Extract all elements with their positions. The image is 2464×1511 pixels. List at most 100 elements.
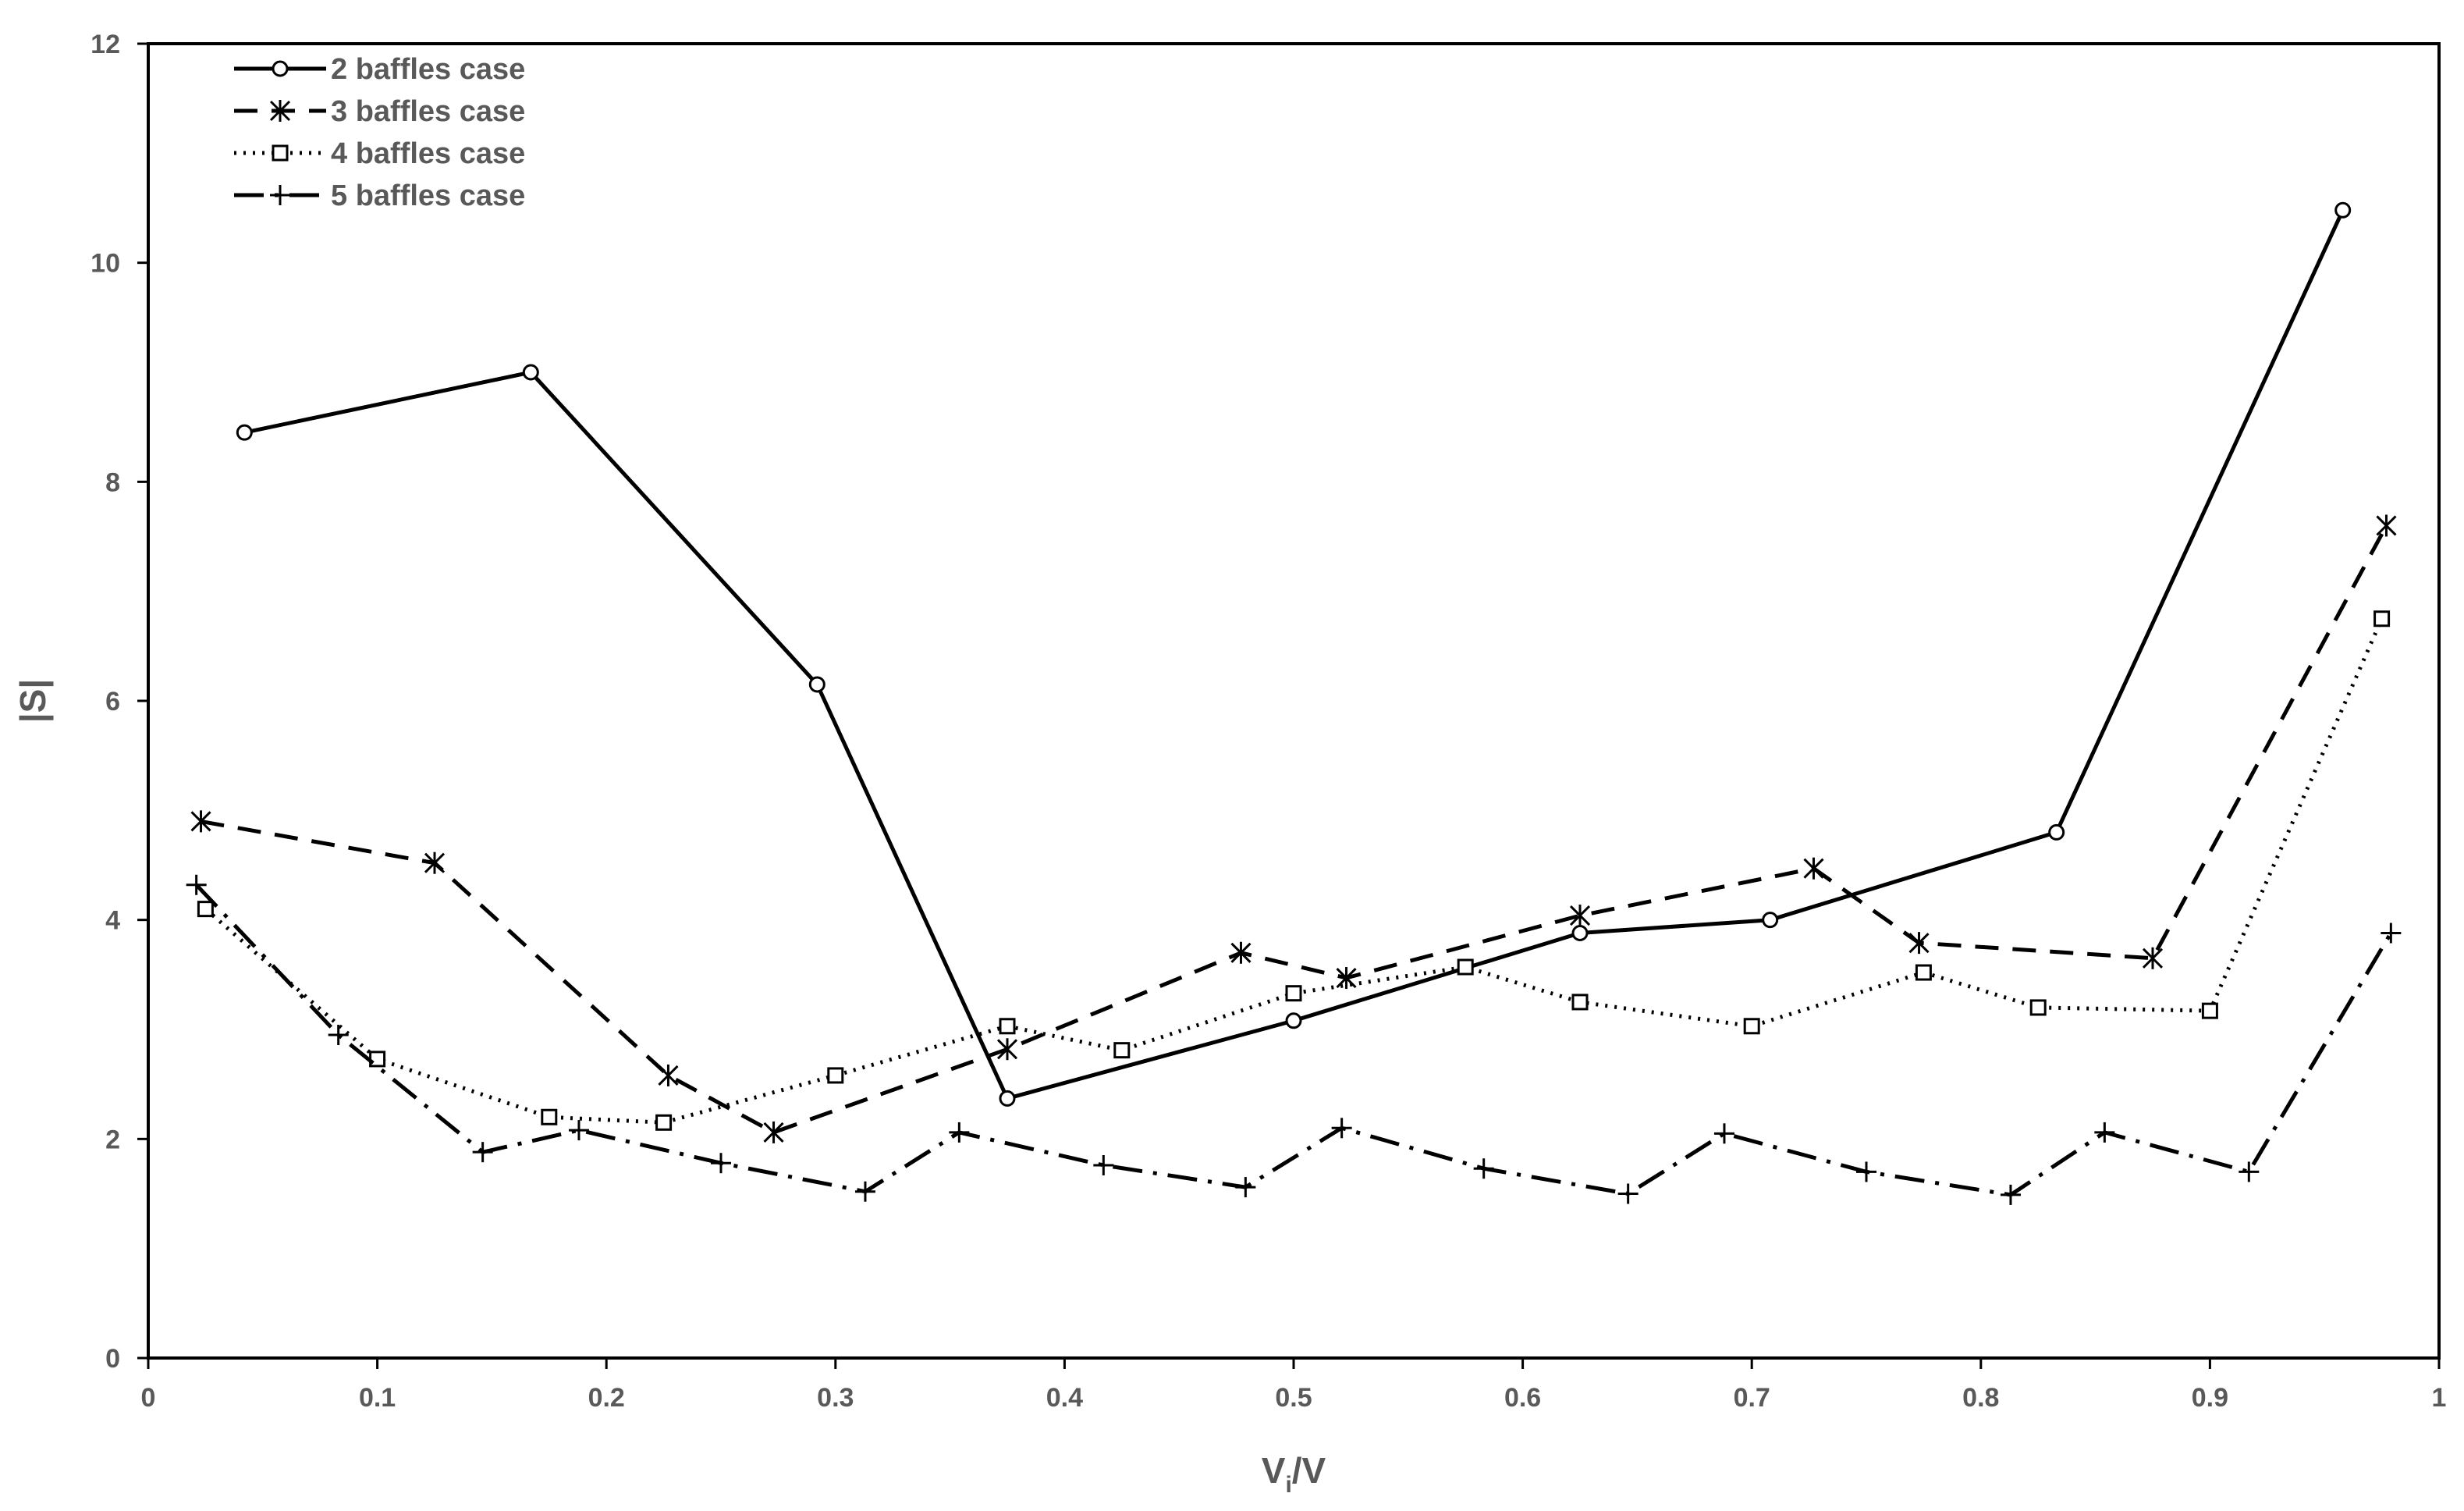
series-line <box>204 617 2384 1125</box>
data-point-square <box>827 1067 844 1084</box>
plot-area-frame <box>147 42 2441 1360</box>
data-point-plus <box>1093 1155 1114 1176</box>
data-point-plus <box>2239 1161 2260 1182</box>
data-point-square <box>999 1018 1016 1035</box>
x-tick-label: 0.3 <box>817 1383 854 1413</box>
data-point-square <box>1743 1018 1760 1035</box>
data-point-square <box>2373 610 2391 628</box>
data-point-asterisk <box>658 1064 679 1086</box>
data-point-plus <box>1473 1158 1494 1179</box>
data-point-circle <box>999 1090 1016 1107</box>
data-point-square <box>541 1108 558 1125</box>
data-point-plus <box>711 1153 731 1174</box>
x-axis-title-main: V <box>1262 1450 1286 1491</box>
data-point-plus <box>1331 1118 1352 1139</box>
x-axis-title-suffix: /V <box>1292 1450 1326 1491</box>
series-line <box>194 883 2393 1197</box>
y-tick-label: 12 <box>91 30 120 59</box>
data-point-square <box>2029 999 2047 1016</box>
data-point-plus <box>186 874 207 895</box>
legend-label: 4 baffles case <box>331 137 525 170</box>
x-tick-label: 0.5 <box>1275 1383 1312 1413</box>
x-tick-label: 0.4 <box>1046 1383 1083 1413</box>
data-point-square <box>1915 964 1932 981</box>
data-point-square <box>655 1114 673 1131</box>
legend: 2 baffles case 3 baffles case 4 baffles ca… <box>234 53 525 212</box>
data-point-plus <box>1856 1161 1876 1182</box>
data-point-asterisk <box>424 851 446 874</box>
data-point-plus <box>1235 1177 1256 1198</box>
data-point-asterisk <box>1569 905 1591 927</box>
legend-label: 2 baffles case <box>331 53 525 86</box>
legend-marker-asterisk <box>269 100 291 122</box>
data-point-plus <box>568 1120 589 1141</box>
x-tick-label: 0 <box>141 1383 156 1413</box>
data-point-plus <box>854 1181 875 1202</box>
data-point-circle <box>1285 1012 1302 1029</box>
series-4-baffles <box>197 610 2391 1131</box>
legend-marker-plus <box>270 185 290 205</box>
series-line <box>243 209 2345 1100</box>
data-point-plus <box>2094 1122 2115 1143</box>
legend-marker-square <box>272 144 289 162</box>
data-point-asterisk <box>2142 947 2164 969</box>
data-point-circle <box>2334 201 2352 219</box>
data-point-plus <box>472 1142 493 1163</box>
data-point-asterisk <box>763 1121 784 1143</box>
data-point-plus <box>1617 1183 1639 1204</box>
legend-marker-circle <box>272 60 289 77</box>
data-point-plus <box>949 1122 970 1143</box>
data-point-circle <box>808 676 825 693</box>
data-point-plus <box>2000 1184 2021 1205</box>
x-tick-label: 0.1 <box>359 1383 396 1413</box>
legend-entry: 4 baffles case <box>234 137 525 170</box>
y-tick-label: 0 <box>105 1344 120 1374</box>
x-tick-label: 0.6 <box>1504 1383 1541 1413</box>
x-tick-label: 1 <box>2432 1383 2447 1413</box>
data-point-asterisk <box>1230 941 1252 964</box>
x-tick-label: 0.8 <box>1962 1383 1999 1413</box>
x-tick-label: 0.2 <box>588 1383 625 1413</box>
x-axis-title-subscript: i <box>1285 1472 1291 1498</box>
data-point-asterisk <box>1803 857 1824 880</box>
data-point-square <box>2201 1002 2218 1019</box>
legend-entry: 3 baffles case <box>234 95 525 128</box>
data-point-asterisk <box>996 1038 1018 1061</box>
data-point-plus <box>1713 1123 1734 1144</box>
legend-entry: 2 baffles case <box>234 53 525 86</box>
data-point-asterisk <box>190 810 211 833</box>
y-tick-label: 6 <box>105 687 120 716</box>
series-3-baffles <box>190 514 2397 1143</box>
data-point-square <box>1571 994 1589 1011</box>
data-point-asterisk <box>1908 932 1930 955</box>
x-tick-label: 0.9 <box>2192 1383 2228 1413</box>
legend-label: 5 baffles case <box>331 180 525 212</box>
data-point-plus <box>2381 923 2402 944</box>
x-axis-ticks: 0 0.1 0.2 0.3 0.4 0.5 0.6 0.7 0.8 0.9 1 <box>141 1358 2447 1413</box>
series-5-baffles <box>186 874 2402 1205</box>
legend-label: 3 baffles case <box>331 95 525 128</box>
y-tick-label: 2 <box>105 1125 120 1154</box>
data-point-circle <box>1571 925 1589 942</box>
data-point-square <box>1457 958 1474 976</box>
data-point-square <box>197 901 214 918</box>
data-point-asterisk <box>1336 967 1357 990</box>
data-point-circle <box>522 364 539 381</box>
data-point-circle <box>1762 912 1779 929</box>
data-point-circle <box>236 424 253 441</box>
y-tick-label: 8 <box>105 468 120 497</box>
y-axis-ticks: 0 2 4 6 8 10 12 <box>91 30 148 1374</box>
x-axis-title: Vi/V <box>1262 1450 1326 1498</box>
data-point-plus <box>328 1025 349 1046</box>
y-tick-label: 10 <box>91 249 120 279</box>
legend-entry: 5 baffles case <box>234 180 525 212</box>
series-line <box>201 524 2388 1135</box>
y-tick-label: 4 <box>105 906 120 936</box>
data-point-square <box>1113 1042 1131 1059</box>
data-point-circle <box>2048 823 2065 841</box>
x-tick-label: 0.7 <box>1734 1383 1770 1413</box>
data-point-square <box>1285 985 1302 1002</box>
y-axis-title: |S| <box>12 679 53 723</box>
data-point-asterisk <box>2376 514 2397 537</box>
